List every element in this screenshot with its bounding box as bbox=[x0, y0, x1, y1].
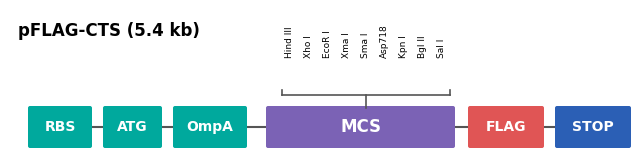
Text: Sma I: Sma I bbox=[361, 32, 370, 58]
Text: Bgl II: Bgl II bbox=[418, 35, 427, 58]
FancyBboxPatch shape bbox=[173, 106, 247, 148]
FancyBboxPatch shape bbox=[555, 106, 631, 148]
Text: STOP: STOP bbox=[572, 120, 614, 134]
Text: pFLAG-CTS (5.4 kb): pFLAG-CTS (5.4 kb) bbox=[18, 22, 200, 40]
Text: RBS: RBS bbox=[44, 120, 76, 134]
Text: FLAG: FLAG bbox=[486, 120, 526, 134]
FancyBboxPatch shape bbox=[28, 106, 92, 148]
Text: EcoR I: EcoR I bbox=[323, 30, 332, 58]
Text: Asp718: Asp718 bbox=[380, 24, 389, 58]
Text: Xma I: Xma I bbox=[342, 32, 351, 58]
FancyBboxPatch shape bbox=[468, 106, 544, 148]
Text: Xho I: Xho I bbox=[304, 35, 313, 58]
Text: ATG: ATG bbox=[117, 120, 148, 134]
Text: Kpn I: Kpn I bbox=[399, 35, 408, 58]
Text: MCS: MCS bbox=[340, 118, 381, 136]
Text: Sal I: Sal I bbox=[437, 39, 446, 58]
FancyBboxPatch shape bbox=[266, 106, 455, 148]
Text: Hind III: Hind III bbox=[285, 26, 294, 58]
Text: OmpA: OmpA bbox=[187, 120, 234, 134]
FancyBboxPatch shape bbox=[103, 106, 162, 148]
